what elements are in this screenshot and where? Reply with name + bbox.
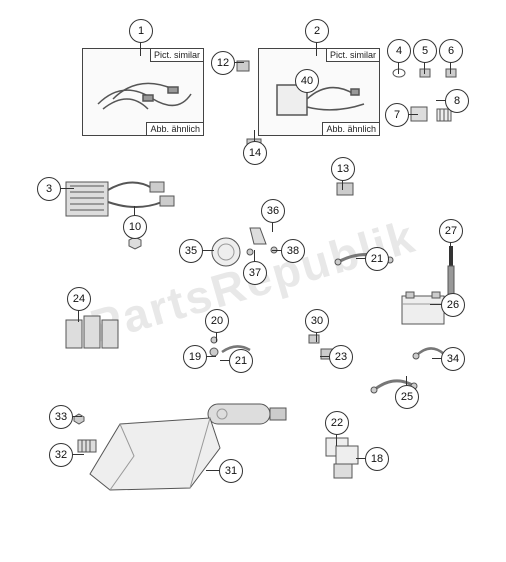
callout-5: 5 xyxy=(413,39,437,63)
callout-13: 13 xyxy=(331,157,355,181)
callout-40: 40 xyxy=(295,69,319,93)
diagram-stage: PartsRepublik Pict. similar Abb. ähnlich… xyxy=(0,0,506,562)
callout-23: 23 xyxy=(329,345,353,369)
callout-33: 33 xyxy=(49,405,73,429)
callout-22: 22 xyxy=(325,411,349,435)
callout-36: 36 xyxy=(261,199,285,223)
callout-21: 21 xyxy=(365,247,389,271)
connector-5-icon xyxy=(418,66,432,80)
callout-12: 12 xyxy=(211,51,235,75)
connector-4-icon xyxy=(392,66,406,80)
callout-35: 35 xyxy=(179,239,203,263)
callout-10: 10 xyxy=(123,215,147,239)
clip-32-icon xyxy=(76,436,100,456)
wiring-harness-1-icon xyxy=(83,49,203,135)
callout-34: 34 xyxy=(441,347,465,371)
callout-3: 3 xyxy=(37,177,61,201)
plug-30-icon xyxy=(308,334,320,344)
wiring-harness-2-icon xyxy=(259,49,379,135)
callout-31: 31 xyxy=(219,459,243,483)
callout-24: 24 xyxy=(67,287,91,311)
callout-6: 6 xyxy=(439,39,463,63)
connector-6-icon xyxy=(444,66,458,80)
callout-8: 8 xyxy=(445,89,469,113)
callout-14: 14 xyxy=(243,141,267,165)
callout-18: 18 xyxy=(365,447,389,471)
callout-27: 27 xyxy=(439,219,463,243)
panel-2: Pict. similar Abb. ähnlich xyxy=(258,48,380,136)
callout-20: 20 xyxy=(205,309,229,333)
callout-30: 30 xyxy=(305,309,329,333)
callout-1: 1 xyxy=(129,19,153,43)
callout-32: 32 xyxy=(49,443,73,467)
tool-27-icon xyxy=(444,246,458,296)
callout-7: 7 xyxy=(385,103,409,127)
battery-26-icon xyxy=(400,290,446,326)
callout-4: 4 xyxy=(387,39,411,63)
callout-2: 2 xyxy=(305,19,329,43)
callout-38: 38 xyxy=(281,239,305,263)
callout-25: 25 xyxy=(395,385,419,409)
tray-31-icon xyxy=(80,404,230,494)
regulator-3-icon xyxy=(62,168,182,228)
fuse-block-24-icon xyxy=(64,312,122,352)
panel-1: Pict. similar Abb. ähnlich xyxy=(82,48,204,136)
callout-19: 19 xyxy=(183,345,207,369)
callout-21: 21 xyxy=(229,349,253,373)
callout-26: 26 xyxy=(441,293,465,317)
connector-13-icon xyxy=(336,182,354,196)
callout-37: 37 xyxy=(243,261,267,285)
